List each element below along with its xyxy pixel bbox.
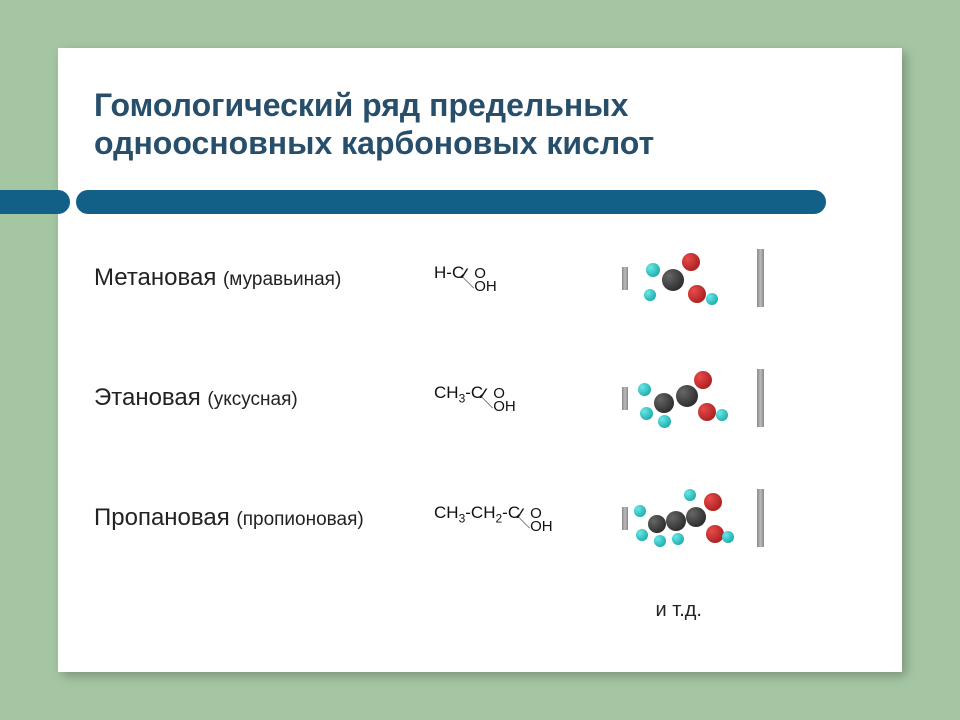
content-area: Метановая (муравьиная)H-COOH Этановая (ук…: [94, 248, 882, 608]
acid-name: Пропановая (пропионовая): [94, 504, 434, 532]
acid-row: Метановая (муравьиная)H-COOH: [94, 248, 882, 308]
slide: Гомологический ряд предельных одноосновн…: [58, 48, 902, 672]
etc-text: и т.д.: [656, 599, 702, 622]
formula: CH3-CH2-COOH: [434, 503, 634, 534]
acid-row: Этановая (уксусная)CH3-COOH: [94, 368, 882, 428]
slide-title: Гомологический ряд предельных одноосновн…: [94, 86, 872, 163]
acid-name: Этановая (уксусная): [94, 384, 434, 412]
formula: H-COOH: [434, 263, 634, 294]
acid-name: Метановая (муравьиная): [94, 264, 434, 292]
acid-row: Пропановая (пропионовая)CH3-CH2-COOH: [94, 488, 882, 548]
molecule-model: [634, 363, 764, 433]
formula: CH3-COOH: [434, 383, 634, 414]
molecule-model: [634, 243, 764, 313]
molecule-model: [634, 483, 764, 553]
title-underline: [0, 190, 902, 214]
